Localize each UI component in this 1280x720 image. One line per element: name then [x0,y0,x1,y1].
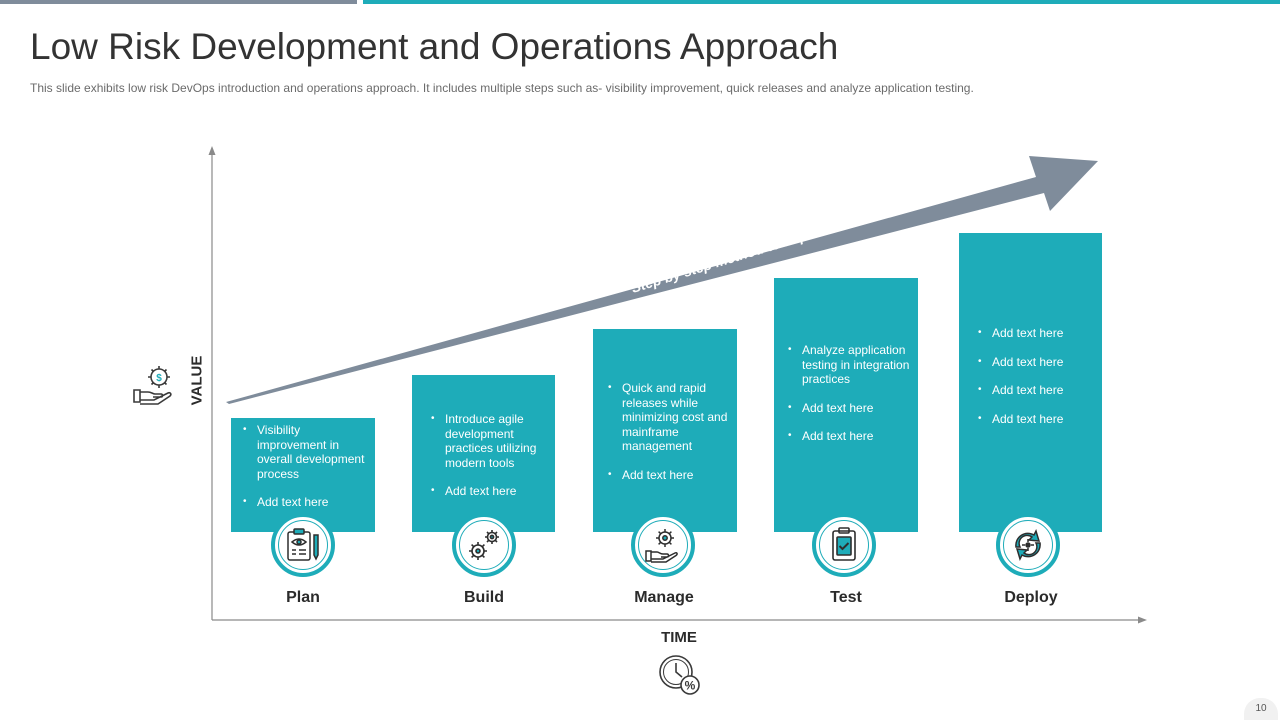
page-subtitle: This slide exhibits low risk DevOps intr… [30,81,974,95]
step-icon-circle-deploy [996,513,1060,577]
bullet-item: Add text here [604,468,731,483]
step-label-build: Build [464,589,504,606]
step-icon-circle-test [812,513,876,577]
step-card-deploy: Add text here Add text here Add text her… [959,233,1102,532]
bullet-item: Introduce agile development practices ut… [427,412,547,470]
bullet-item: Add text here [974,326,1094,341]
hand-gear-icon [645,529,678,563]
step-card-test: Analyze application testing in integrati… [774,278,918,532]
clipboard-check-icon [832,527,856,561]
step-icon-circle-build [452,513,516,577]
step-icon-circle-manage [631,513,695,577]
bullet-item: Add text here [974,383,1094,398]
step-label-test: Test [830,589,862,606]
growth-arrow [226,156,1098,404]
bullet-item: Add text here [974,355,1094,370]
gears-icon [469,530,499,560]
x-axis-label: TIME [661,629,697,646]
clipboard-eye-pencil-icon [287,528,319,561]
y-axis-label: VALUE [188,355,206,406]
bullet-item: Add text here [784,429,912,444]
y-axis-arrowhead [208,146,216,155]
page-title: Low Risk Development and Operations Appr… [30,26,839,67]
bullet-item: Add text here [784,401,912,416]
x-axis-arrowhead [1138,616,1147,624]
svg-text:%: % [685,679,696,693]
step-icon-circle-plan [271,513,335,577]
bullet-item: Add text here [427,484,547,499]
bullet-item: Add text here [239,495,367,510]
bullet-item: Quick and rapid releases while minimizin… [604,381,731,454]
bullet-item: Visibility improvement in overall develo… [239,423,367,481]
bullet-item: Add text here [974,412,1094,427]
step-card-build: Introduce agile development practices ut… [412,375,555,532]
step-label-plan: Plan [286,589,320,606]
step-card-manage: Quick and rapid releases while minimizin… [593,329,737,532]
cycle-arrows-icon [1015,528,1041,562]
step-label-manage: Manage [634,589,694,606]
clock-percent-icon: % [659,655,700,695]
top-accent-bar-gray [0,0,357,4]
step-label-deploy: Deploy [1004,589,1058,606]
page-number: 10 [1244,698,1278,720]
hand-dollar-gear-icon: $ [133,366,172,405]
bullet-item: Analyze application testing in integrati… [784,343,912,387]
top-accent-bar-teal [363,0,1280,4]
step-card-plan: Visibility improvement in overall develo… [231,418,375,532]
svg-text:$: $ [156,373,162,384]
